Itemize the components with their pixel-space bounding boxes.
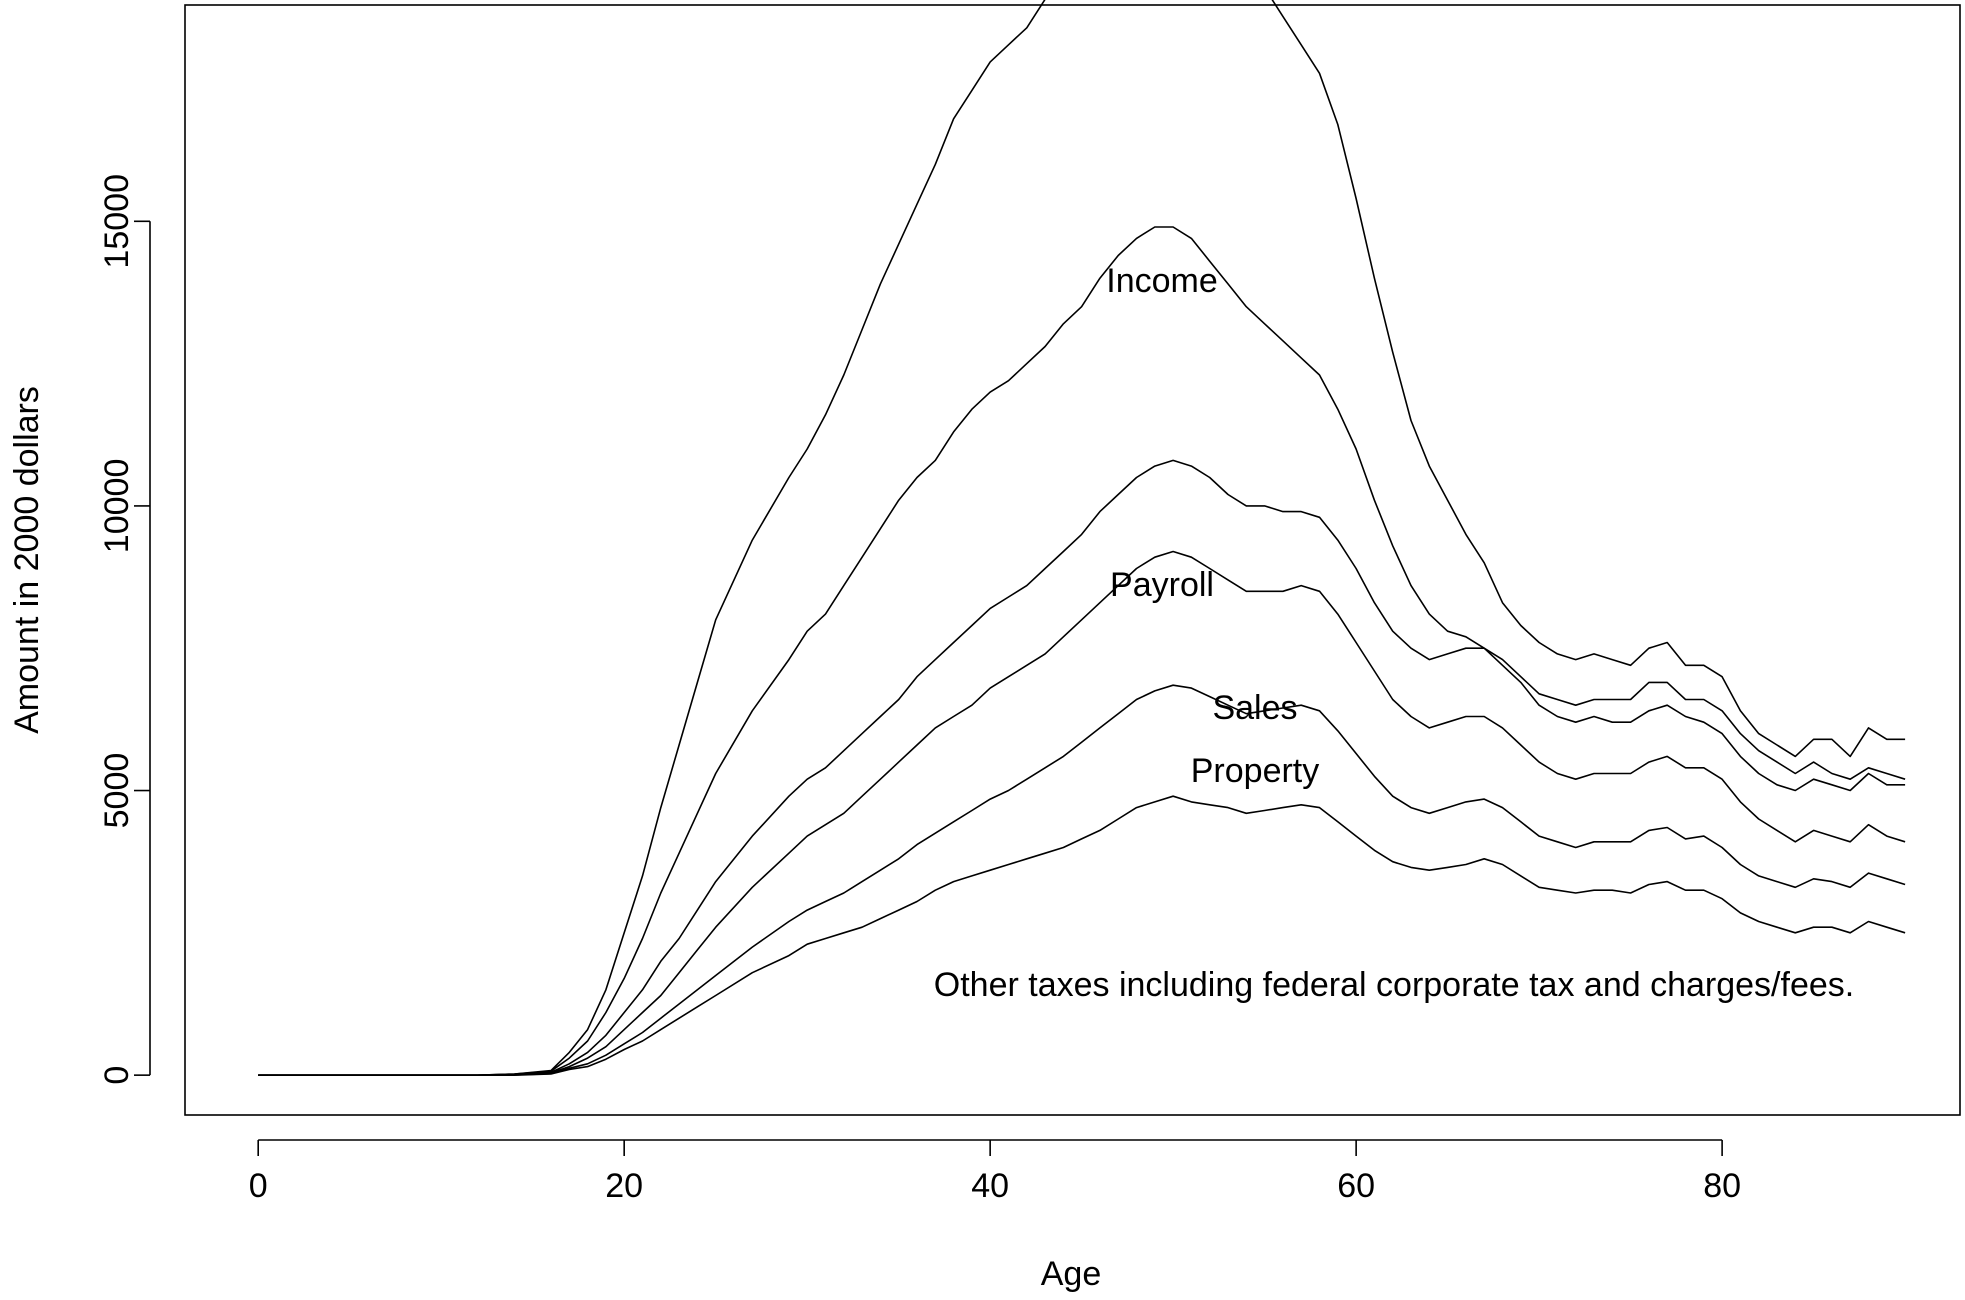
x-tick-label: 20: [605, 1167, 643, 1205]
x-tick-label: 0: [249, 1167, 268, 1205]
series-group: [258, 0, 1906, 1076]
series-line-payroll: [258, 226, 1906, 1076]
series-line-unlabeled-4: [258, 684, 1906, 1076]
series-label-property: Property: [1191, 752, 1320, 790]
series-line-property: [258, 550, 1906, 1076]
series-line-unlabeled-5: [258, 795, 1906, 1076]
y-axis: 0 5000 10000 15000: [98, 174, 151, 1085]
series-line-sales: [258, 459, 1906, 1076]
series-label-payroll: Payroll: [1110, 566, 1214, 604]
y-tick-label: 5000: [98, 753, 136, 829]
series-labels: Income Payroll Sales Property: [1106, 262, 1319, 790]
y-tick-label: 15000: [98, 174, 136, 269]
plot-frame: [184, 4, 1961, 1116]
y-tick-label: 0: [98, 1066, 136, 1085]
other-taxes-note: Other taxes including federal corporate …: [934, 966, 1854, 1004]
series-label-sales: Sales: [1212, 689, 1297, 727]
y-tick-label: 10000: [98, 459, 136, 554]
x-tick-label: 80: [1703, 1167, 1741, 1205]
y-axis-title: Amount in 2000 dollars: [8, 386, 46, 734]
x-tick-label: 60: [1337, 1167, 1375, 1205]
x-axis-title: Age: [1041, 1255, 1102, 1293]
x-tick-label: 40: [971, 1167, 1009, 1205]
series-label-income: Income: [1106, 262, 1218, 300]
series-line-income: [258, 0, 1906, 1076]
x-axis: 0 20 40 60 80: [249, 1139, 1741, 1205]
